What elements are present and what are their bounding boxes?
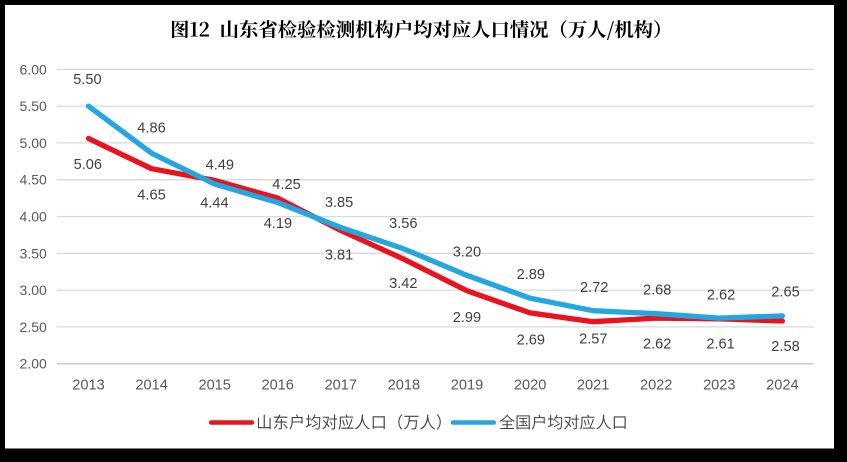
- svg-text:2018: 2018: [388, 378, 420, 394]
- svg-text:2.61: 2.61: [706, 337, 734, 353]
- svg-text:3.00: 3.00: [20, 282, 47, 298]
- svg-text:3.50: 3.50: [20, 245, 47, 261]
- svg-text:4.50: 4.50: [20, 172, 47, 188]
- svg-text:2021: 2021: [577, 378, 609, 394]
- svg-text:2016: 2016: [261, 378, 293, 394]
- svg-text:3.42: 3.42: [389, 276, 417, 292]
- svg-text:5.50: 5.50: [20, 98, 47, 114]
- svg-text:4.86: 4.86: [137, 121, 165, 137]
- svg-text:4.65: 4.65: [137, 187, 165, 203]
- svg-text:2014: 2014: [135, 378, 167, 394]
- svg-text:6.00: 6.00: [20, 61, 47, 77]
- svg-text:2.62: 2.62: [643, 337, 671, 353]
- svg-text:3.20: 3.20: [453, 244, 481, 260]
- svg-text:2024: 2024: [766, 378, 798, 394]
- svg-text:2.65: 2.65: [771, 285, 799, 301]
- svg-text:3.85: 3.85: [325, 195, 353, 211]
- svg-text:5.50: 5.50: [73, 72, 101, 88]
- svg-text:2023: 2023: [703, 378, 735, 394]
- svg-text:2022: 2022: [640, 378, 672, 394]
- svg-text:2.69: 2.69: [517, 333, 545, 349]
- svg-text:2.58: 2.58: [771, 339, 799, 355]
- svg-text:5.00: 5.00: [20, 135, 47, 151]
- svg-text:2.99: 2.99: [453, 310, 481, 326]
- svg-text:2020: 2020: [514, 378, 546, 394]
- svg-text:5.06: 5.06: [74, 157, 102, 173]
- svg-text:3.56: 3.56: [389, 216, 417, 232]
- svg-text:2.00: 2.00: [20, 356, 47, 372]
- svg-text:2.68: 2.68: [643, 283, 671, 299]
- svg-text:4.49: 4.49: [206, 158, 234, 174]
- svg-text:2.62: 2.62: [707, 288, 735, 304]
- svg-text:4.25: 4.25: [272, 177, 300, 193]
- svg-text:2.72: 2.72: [580, 280, 608, 296]
- svg-text:2017: 2017: [325, 378, 357, 394]
- svg-text:2.50: 2.50: [20, 319, 47, 335]
- svg-text:2.57: 2.57: [579, 332, 607, 348]
- svg-text:2019: 2019: [451, 378, 483, 394]
- svg-text:2.89: 2.89: [517, 267, 545, 283]
- svg-text:3.81: 3.81: [325, 248, 353, 264]
- svg-text:4.00: 4.00: [20, 209, 47, 225]
- svg-text:4.44: 4.44: [200, 196, 228, 212]
- svg-text:4.19: 4.19: [264, 216, 292, 232]
- svg-text:2015: 2015: [198, 378, 230, 394]
- svg-text:2013: 2013: [72, 378, 104, 394]
